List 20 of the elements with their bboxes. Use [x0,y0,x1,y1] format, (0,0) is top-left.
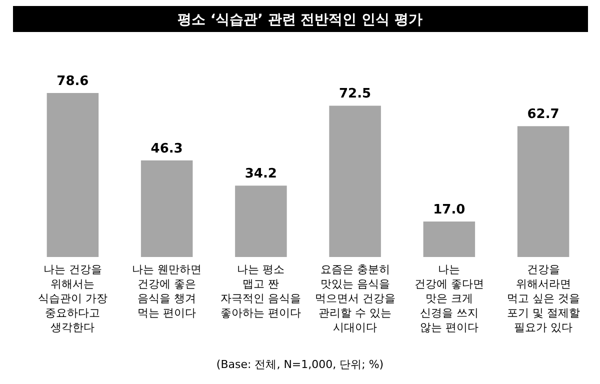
x-tick-label: 요즘은 충분히 맛있는 음식을 먹으면서 건강을 관리할 수 있는 시대이다 [314,263,396,334]
x-tick-label: 나는 평소 맵고 짠 자극적인 음식을 좋아하는 편이다 [220,263,302,320]
data-label: 72.5 [339,86,372,102]
x-tick-label: 나는 건강에 좋다면 맛은 크게 신경을 쓰지 않는 편이다 [414,263,484,334]
data-label: 34.2 [244,166,277,182]
chart-title: 평소 ‘식습관’ 관련 전반적인 인식 평가 [177,12,423,28]
bar [235,186,287,257]
data-label: 78.6 [56,74,89,89]
bar [329,106,381,257]
x-tick-label: 나는 건강을 위해서는 식습관이 가장 중요하다고 생각한다 [38,263,108,334]
data-label: 17.0 [433,202,466,218]
x-tick-label: 나는 웬만하면 건강에 좋은 음식을 챙겨 먹는 편이다 [132,263,202,320]
bar [517,126,570,257]
bar [423,222,476,257]
bar [46,93,99,257]
bar [140,160,193,257]
x-tick-label: 건강을 위해서라면 먹고 싶은 것을 포기 및 절제할 필요가 있다 [506,263,580,334]
data-label: 62.7 [527,107,560,122]
text: (Base: 전체, N=1,000, 단위; %) [216,358,384,371]
data-label: 46.3 [150,141,183,156]
